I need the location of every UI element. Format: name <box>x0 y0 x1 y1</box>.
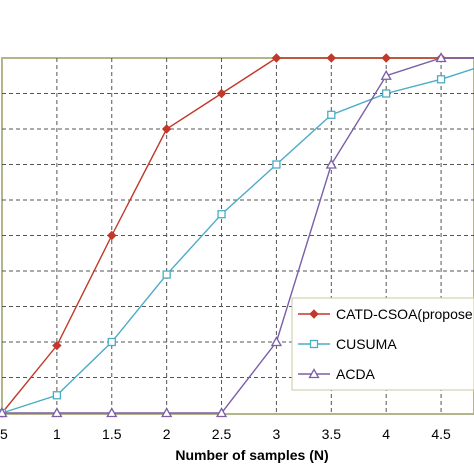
data-point <box>436 75 446 84</box>
data-point <box>270 336 283 347</box>
legend-label: CUSUMA <box>336 336 397 352</box>
data-point <box>381 53 391 63</box>
data-point <box>435 52 447 63</box>
series-3 <box>0 52 474 418</box>
data-point <box>216 88 227 99</box>
legend-items: CATD-CSOA(propose CUSUMA ACDA <box>298 306 473 382</box>
data-point <box>380 69 392 80</box>
data-point <box>0 407 8 418</box>
series-line <box>1 57 474 414</box>
series-layer <box>0 52 474 418</box>
data-point <box>327 110 336 119</box>
legend-entry: ACDA <box>298 366 376 382</box>
data-point <box>51 407 63 418</box>
data-point <box>161 407 173 418</box>
x-tick-label: 2.5 <box>212 426 232 442</box>
data-point <box>161 124 172 134</box>
data-point <box>271 53 282 63</box>
data-point <box>215 407 228 418</box>
legend: CATD-CSOA(propose CUSUMA ACDA <box>291 297 474 391</box>
legend-label: CATD-CSOA(propose <box>336 306 473 322</box>
data-point <box>325 158 337 169</box>
data-point <box>52 340 62 351</box>
x-tick-label: 4.5 <box>431 426 451 442</box>
legend-entry: CUSUMA <box>298 336 397 352</box>
x-tick-labels: .5 1 1.5 2 2.5 3 3.5 4 4.5 <box>0 426 451 442</box>
legend-marker <box>309 309 319 319</box>
legend-marker <box>309 339 319 349</box>
x-tick-label: 4 <box>382 426 390 442</box>
legend-marker <box>308 368 320 379</box>
legend-entry: CATD-CSOA(propose <box>298 306 473 322</box>
data-point <box>217 210 226 219</box>
data-point <box>52 391 62 400</box>
data-point <box>107 230 117 241</box>
data-point <box>162 270 171 279</box>
data-point <box>272 160 281 169</box>
x-tick-label: 3.5 <box>322 426 342 442</box>
series-line <box>2 57 474 414</box>
x-tick-label: 2 <box>163 426 171 442</box>
x-tick-label: 1 <box>53 426 61 442</box>
x-axis-title: Number of samples (N) <box>175 447 328 463</box>
x-tick-label: 3 <box>273 426 281 442</box>
data-point <box>382 89 391 98</box>
x-tick-label: 1.5 <box>102 426 122 442</box>
x-tick-label: .5 <box>0 426 8 442</box>
data-point <box>106 407 118 418</box>
data-point <box>326 53 337 63</box>
series-line <box>1 67 474 414</box>
data-point <box>107 337 116 347</box>
legend-label: ACDA <box>336 366 376 382</box>
